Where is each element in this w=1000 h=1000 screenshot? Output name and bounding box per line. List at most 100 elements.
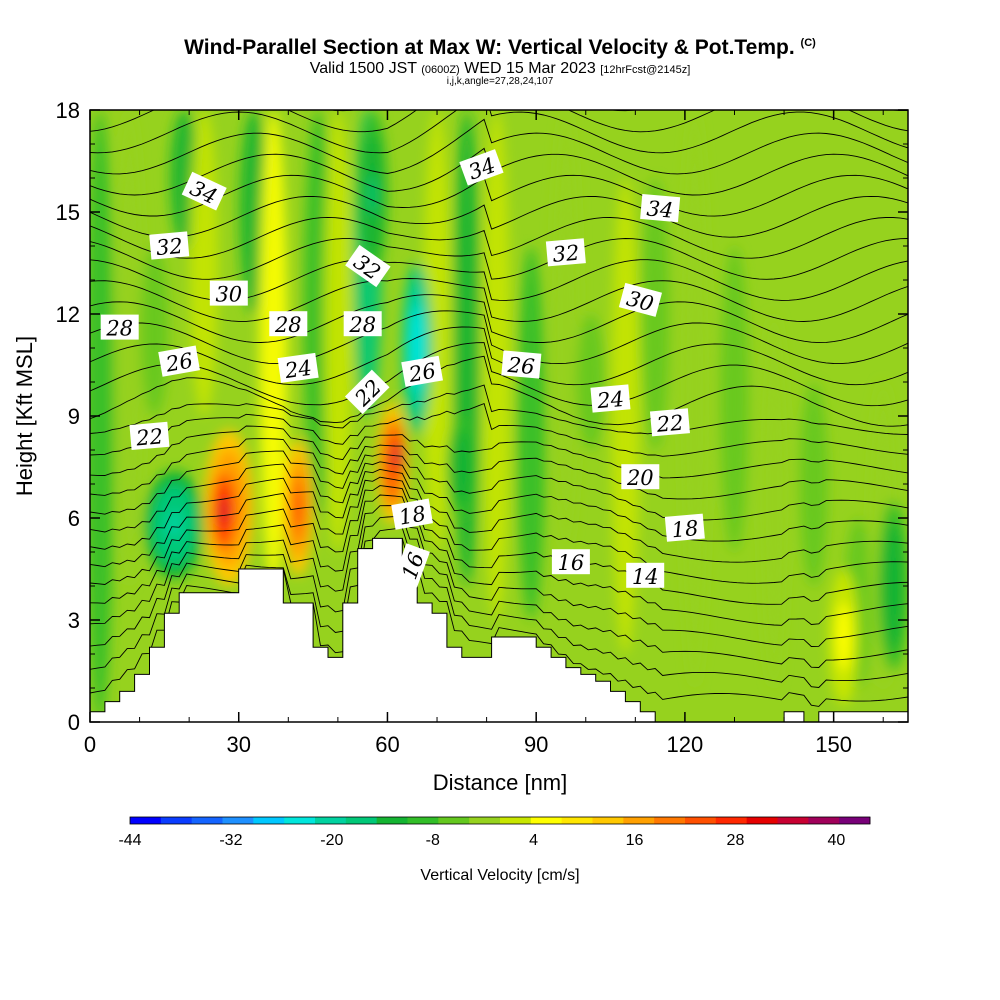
theta-contour-line bbox=[90, 355, 908, 427]
contour-label-box bbox=[158, 345, 200, 377]
contour-label-box bbox=[621, 464, 660, 490]
colorbar-swatch bbox=[808, 817, 840, 824]
velocity-stripe bbox=[760, 314, 789, 688]
x-tick-label: 30 bbox=[226, 732, 250, 757]
valid-time: Valid 1500 JST bbox=[309, 60, 417, 77]
theta-contour-line bbox=[90, 384, 908, 435]
terrain-profile bbox=[89, 537, 909, 723]
contour-label: 28 bbox=[343, 311, 382, 337]
contour-label-box bbox=[129, 421, 170, 451]
contour-label: 34 bbox=[181, 171, 227, 211]
theta-contour-line bbox=[90, 505, 908, 647]
contour-label-text: 14 bbox=[632, 565, 659, 589]
x-tick-label: 0 bbox=[84, 732, 96, 757]
velocity-stripe bbox=[799, 382, 828, 586]
colorbar: -44 -32 -20 -8 4 16 28 40 bbox=[118, 816, 871, 849]
colorbar-tick-label: 40 bbox=[827, 832, 845, 849]
colorbar-swatch bbox=[746, 817, 778, 824]
contour-label-box bbox=[618, 282, 663, 317]
contour-label: 26 bbox=[401, 355, 443, 387]
contour-label: 26 bbox=[158, 345, 200, 377]
contour-label: 32 bbox=[545, 238, 586, 267]
theta-contour-line bbox=[90, 195, 908, 238]
contour-label-box bbox=[393, 543, 430, 588]
velocity-cell bbox=[458, 454, 466, 480]
contour-label-text: 28 bbox=[348, 313, 376, 337]
y-tick-label: 3 bbox=[68, 608, 80, 633]
x-tick-label: 90 bbox=[524, 732, 548, 757]
y-tick-label: 6 bbox=[68, 506, 80, 531]
valid-utc: (0600Z) bbox=[421, 64, 460, 76]
colorbar-swatch bbox=[407, 817, 439, 824]
contour-label: 28 bbox=[100, 314, 139, 341]
theta-contour-line bbox=[90, 238, 908, 280]
contour-label-box bbox=[501, 350, 542, 379]
contour-label-text: 22 bbox=[655, 411, 685, 437]
theta-contour-line bbox=[90, 110, 908, 154]
theta-contour-line bbox=[90, 174, 908, 217]
velocity-cell bbox=[395, 448, 400, 466]
colorbar-swatch bbox=[623, 817, 655, 824]
chart-subtitle: Valid 1500 JST (0600Z) WED 15 Mar 2023 [… bbox=[0, 60, 1000, 78]
colorbar-swatch bbox=[130, 817, 162, 824]
contour-label-text: 16 bbox=[558, 551, 585, 575]
colorbar-swatch bbox=[222, 817, 254, 824]
contour-label-text: 22 bbox=[134, 424, 164, 450]
theta-contour-line bbox=[90, 326, 908, 386]
theta-contours bbox=[90, 110, 908, 707]
colorbar-tick-label: -8 bbox=[426, 832, 440, 849]
theta-contour-line bbox=[90, 403, 908, 457]
contour-label-text: 26 bbox=[163, 348, 194, 376]
contour-label: 32 bbox=[149, 231, 190, 260]
velocity-stripe bbox=[680, 110, 709, 688]
colorbar-swatch bbox=[561, 817, 593, 824]
theta-contour-line bbox=[90, 216, 908, 259]
contour-label: 20 bbox=[621, 464, 660, 490]
velocity-stripe bbox=[551, 110, 580, 552]
velocity-stripe bbox=[720, 246, 749, 552]
theta-contour-line bbox=[90, 342, 908, 407]
velocity-stripe bbox=[423, 110, 452, 552]
y-axis-label: Height [Kft MSL] bbox=[12, 336, 37, 496]
colorbar-tick-label: 28 bbox=[727, 832, 745, 849]
velocity-cell bbox=[889, 564, 897, 608]
theta-contour-line bbox=[90, 485, 908, 605]
colorbar-tick-label: -44 bbox=[118, 832, 141, 849]
contour-label-box bbox=[149, 231, 190, 260]
x-tick-label: 60 bbox=[375, 732, 399, 757]
contour-label-box bbox=[269, 311, 308, 337]
colorbar-swatch bbox=[253, 817, 285, 824]
contour-label-box bbox=[391, 498, 433, 530]
contour-label-box bbox=[401, 355, 443, 387]
contour-label-box bbox=[664, 513, 705, 542]
velocity-cell bbox=[368, 173, 377, 217]
velocity-smooth bbox=[90, 110, 908, 722]
contour-label-text: 24 bbox=[595, 387, 625, 413]
colorbar-swatch bbox=[284, 817, 316, 824]
x-axis-label: Distance [nm] bbox=[433, 770, 568, 795]
velocity-cell bbox=[294, 490, 302, 525]
theta-contour-line bbox=[90, 476, 908, 584]
colorbar-swatch bbox=[315, 817, 347, 824]
velocity-stripe bbox=[517, 246, 546, 620]
contour-label: 16 bbox=[393, 543, 430, 588]
colorbar-label: Vertical Velocity [cm/s] bbox=[420, 867, 579, 884]
contour-label: 16 bbox=[551, 549, 590, 575]
contour-label: 32 bbox=[345, 244, 391, 288]
contour-label-box bbox=[277, 352, 319, 383]
chart-title: Wind-Parallel Section at Max W: Vertical… bbox=[0, 36, 1000, 60]
contour-label-box bbox=[551, 549, 590, 575]
theta-contour-line bbox=[90, 310, 908, 365]
colorbar-swatch bbox=[530, 817, 563, 824]
contour-label: 30 bbox=[209, 280, 248, 307]
theta-contour-line bbox=[90, 468, 908, 563]
theta-contour-line bbox=[90, 294, 908, 344]
colorbar-swatch bbox=[592, 817, 624, 824]
theta-contour-line bbox=[90, 425, 908, 479]
contour-label-text: 28 bbox=[105, 317, 133, 341]
contour-label: 24 bbox=[277, 352, 319, 383]
y-tick-label: 12 bbox=[56, 302, 80, 327]
contour-label-box bbox=[345, 244, 391, 288]
y-tick-label: 9 bbox=[68, 404, 80, 429]
